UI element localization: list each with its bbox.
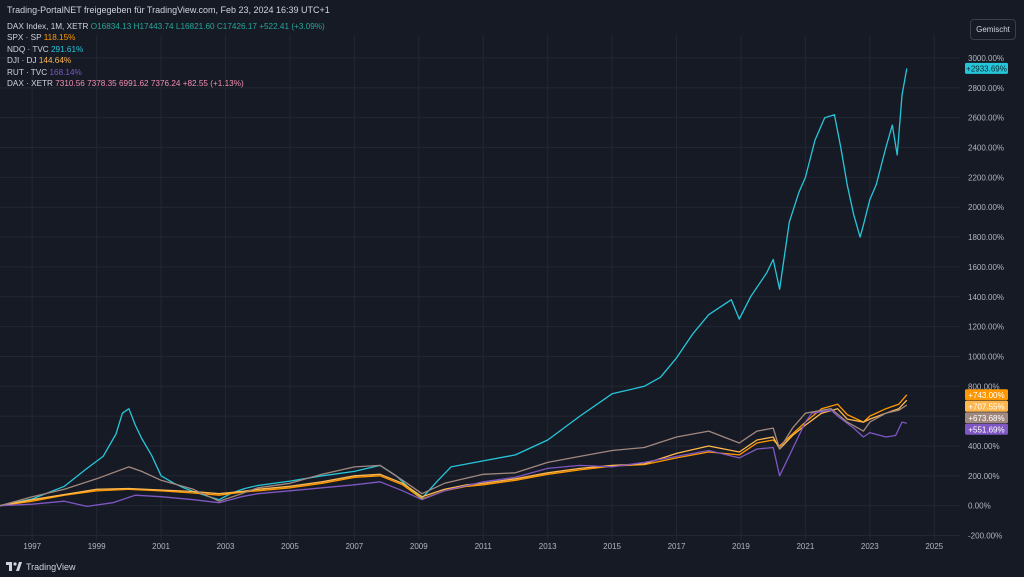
series-value-text: +707.55% bbox=[968, 402, 1004, 411]
y-tick-label: 1000.00% bbox=[968, 352, 1004, 361]
y-tick-label: 1800.00% bbox=[968, 233, 1004, 242]
y-tick-label: 2600.00% bbox=[968, 114, 1004, 123]
series-labels: +2933.69% +743.00% +707.55% +673.68% +551.69… bbox=[965, 62, 1008, 435]
y-tick-label: 200.00% bbox=[968, 472, 1000, 481]
legend-values: 7310.56 7378.35 6991.62 7376.24 +82.55 (… bbox=[55, 79, 244, 89]
y-tick-label: 1600.00% bbox=[968, 263, 1004, 272]
footer-branding[interactable]: TradingView bbox=[6, 562, 76, 572]
series-lines bbox=[0, 68, 908, 508]
x-tick-label: 2013 bbox=[539, 542, 557, 551]
legend-row-dji[interactable]: DJI · DJ 144.64% bbox=[7, 55, 325, 66]
series-value-text: +551.69% bbox=[968, 425, 1004, 434]
series-value-label-spx: +743.00% bbox=[965, 389, 1008, 401]
legend-name: DAX Index, 1M, XETR bbox=[7, 22, 89, 31]
y-tick-label: 2200.00% bbox=[968, 173, 1004, 182]
legend-change: +522.41 (+3.09%) bbox=[259, 22, 325, 31]
legend-open: O16834.13 bbox=[90, 22, 132, 31]
legend-row-dax-index[interactable]: DAX Index, 1M, XETR O16834.13 H17443.74 … bbox=[7, 21, 325, 32]
series-value-text: +743.00% bbox=[968, 391, 1004, 400]
series-value-label-dax: +673.68% bbox=[965, 412, 1008, 424]
legend-value: 291.61% bbox=[50, 44, 84, 54]
legend-row-dax[interactable]: DAX · XETR 7310.56 7378.35 6991.62 7376.… bbox=[7, 78, 325, 89]
legend: DAX Index, 1M, XETR O16834.13 H17443.74 … bbox=[7, 21, 325, 89]
series-value-label-dji: +707.55% bbox=[965, 400, 1008, 412]
y-tick-label: 2000.00% bbox=[968, 203, 1004, 212]
legend-low: L16821.60 bbox=[175, 22, 215, 31]
x-tick-label: 2001 bbox=[152, 542, 170, 551]
series-line-rut bbox=[0, 409, 907, 508]
x-tick-label: 2025 bbox=[925, 542, 943, 551]
x-tick-label: 1999 bbox=[88, 542, 106, 551]
series-value-label-ndq: +2933.69% bbox=[965, 62, 1008, 74]
chart-header: Trading-PortalNET freigegeben für Tradin… bbox=[7, 5, 330, 15]
y-tick-label: 800.00% bbox=[968, 382, 1000, 391]
footer-text: TradingView bbox=[26, 562, 76, 572]
y-tick-label: 1200.00% bbox=[968, 323, 1004, 332]
legend-value: 168.14% bbox=[49, 67, 82, 77]
y-tick-label: 400.00% bbox=[968, 442, 1000, 451]
y-tick-label: 1400.00% bbox=[968, 293, 1004, 302]
series-value-text: +2933.69% bbox=[966, 64, 1007, 73]
x-tick-label: 2003 bbox=[217, 542, 235, 551]
x-tick-label: 2021 bbox=[796, 542, 814, 551]
legend-name: DJI · DJ bbox=[7, 56, 37, 66]
y-tick-label: 3000.00% bbox=[968, 54, 1004, 63]
y-tick-label: 2400.00% bbox=[968, 144, 1004, 153]
legend-name: RUT · TVC bbox=[7, 67, 48, 77]
x-tick-label: 1997 bbox=[23, 542, 41, 551]
series-value-text: +673.68% bbox=[968, 414, 1004, 423]
legend-name: DAX · XETR bbox=[7, 79, 53, 89]
x-tick-label: 2009 bbox=[410, 542, 428, 551]
legend-name: SPX · SP bbox=[7, 33, 42, 43]
x-tick-label: 2005 bbox=[281, 542, 299, 551]
x-tick-label: 2023 bbox=[861, 542, 879, 551]
x-tick-label: 2017 bbox=[668, 542, 686, 551]
grid bbox=[0, 35, 960, 540]
series-line-ndq bbox=[0, 68, 908, 507]
x-tick-label: 2011 bbox=[475, 542, 493, 551]
x-tick-label: 2015 bbox=[603, 542, 621, 551]
legend-value: 118.15% bbox=[43, 33, 76, 43]
series-line-spx bbox=[0, 394, 908, 507]
series-line-dax bbox=[0, 404, 908, 507]
series-value-label-rut: +551.69% bbox=[965, 423, 1008, 435]
legend-high: H17443.74 bbox=[133, 22, 174, 31]
legend-row-spx[interactable]: SPX · SP 118.15% bbox=[7, 32, 325, 43]
x-tick-label: 2007 bbox=[345, 542, 363, 551]
legend-row-ndq[interactable]: NDQ · TVC 291.61% bbox=[7, 44, 325, 55]
y-tick-label: -200.00% bbox=[968, 532, 1002, 541]
legend-value: 144.64% bbox=[38, 56, 72, 66]
legend-close: C17426.17 bbox=[216, 22, 257, 31]
tradingview-logo-icon bbox=[6, 562, 22, 571]
y-tick-label: 2800.00% bbox=[968, 84, 1004, 93]
y-tick-label: 0.00% bbox=[968, 502, 991, 511]
y-axis-ticks: -200.00%0.00%200.00%400.00%600.00%800.00… bbox=[968, 54, 1004, 541]
x-axis-ticks: 1997 1999 2001 2003 2005 2007 2009 2011 2013 2015… bbox=[23, 542, 943, 551]
x-tick-label: 2019 bbox=[732, 542, 750, 551]
scale-mode-button[interactable]: Gemischt bbox=[970, 19, 1016, 40]
legend-name: NDQ · TVC bbox=[7, 44, 49, 54]
legend-row-rut[interactable]: RUT · TVC 168.14% bbox=[7, 67, 325, 78]
